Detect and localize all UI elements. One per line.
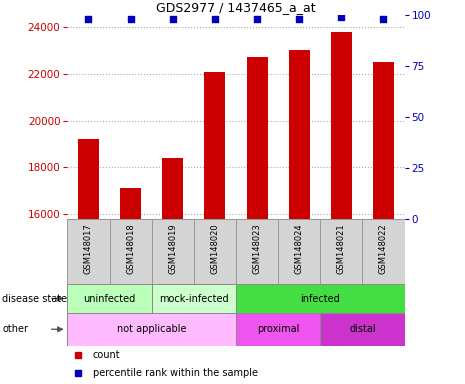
Point [85, 17, 92, 23]
Text: uninfected: uninfected [83, 293, 136, 304]
Bar [236, 313, 320, 346]
Text: GSM148021: GSM148021 [337, 223, 346, 274]
Bar [67, 284, 152, 313]
Point [338, 14, 345, 20]
Bar [162, 158, 183, 219]
Text: GSM148018: GSM148018 [126, 223, 135, 274]
Bar [289, 50, 310, 219]
Text: GSM148023: GSM148023 [252, 223, 261, 274]
Text: GSM148022: GSM148022 [379, 223, 388, 274]
Text: percentile rank within the sample: percentile rank within the sample [93, 368, 258, 378]
Text: count: count [93, 350, 120, 360]
Point [295, 17, 303, 23]
Text: mock-infected: mock-infected [159, 293, 229, 304]
Bar [67, 219, 110, 284]
Point [253, 17, 261, 23]
Bar [194, 219, 236, 284]
Point [127, 17, 134, 23]
Text: proximal: proximal [257, 324, 299, 334]
Bar [120, 189, 141, 219]
Text: not applicable: not applicable [117, 324, 186, 334]
Point [169, 17, 177, 23]
Text: GSM148017: GSM148017 [84, 223, 93, 274]
Bar [78, 139, 99, 219]
Bar [236, 284, 405, 313]
Bar [205, 71, 226, 219]
Point [324, 134, 332, 140]
Bar [110, 219, 152, 284]
Bar [278, 219, 320, 284]
Text: GSM148020: GSM148020 [211, 223, 219, 274]
Bar [152, 284, 236, 313]
Text: infected: infected [300, 293, 340, 304]
Bar [152, 219, 194, 284]
Point [211, 17, 219, 23]
Bar [373, 62, 394, 219]
Point [380, 17, 387, 23]
Bar [331, 32, 352, 219]
Text: other: other [2, 324, 28, 334]
Text: GSM148024: GSM148024 [295, 223, 304, 274]
Bar [320, 219, 362, 284]
Point [324, 297, 332, 303]
Text: distal: distal [349, 324, 376, 334]
Bar [67, 313, 236, 346]
Title: GDS2977 / 1437465_a_at: GDS2977 / 1437465_a_at [156, 1, 316, 14]
Bar [246, 58, 267, 219]
Bar [236, 219, 278, 284]
Text: GSM148019: GSM148019 [168, 223, 177, 274]
Bar [320, 313, 405, 346]
Text: disease state: disease state [2, 293, 67, 304]
Bar [362, 219, 405, 284]
